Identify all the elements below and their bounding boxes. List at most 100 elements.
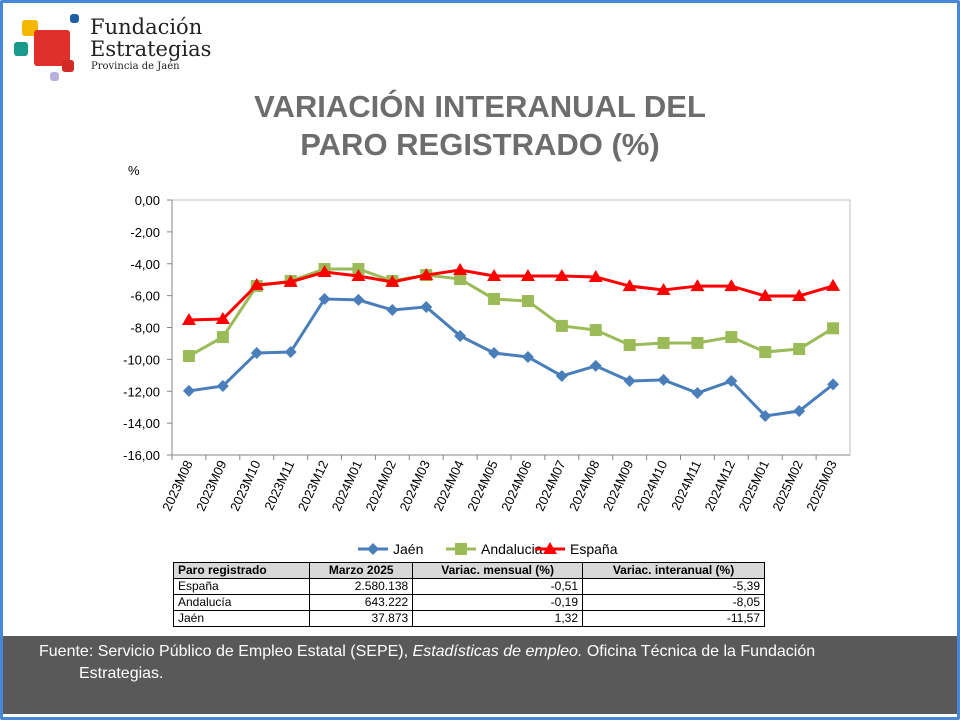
legend-label-jaen: Jaén (393, 541, 423, 557)
table-row: Jaén 37.873 1,32 -11,57 (172, 610, 765, 627)
y-tick-label: -2,00 (130, 225, 160, 240)
legend-marker-espana (543, 542, 557, 554)
data-point-jaen (827, 378, 840, 391)
footer-text: Fuente: Servicio Público de Empleo Estat… (39, 643, 413, 660)
y-tick-label: -6,00 (130, 289, 160, 304)
data-point-jaen (488, 347, 501, 359)
x-tick-label: 2025M01 (735, 458, 772, 513)
x-tick-label: 2023M12 (295, 458, 332, 513)
y-tick-label: 0,00 (135, 193, 160, 208)
x-tick-label: 2024M10 (634, 458, 671, 513)
data-point-jaen (250, 347, 263, 359)
x-tick-label: 2023M10 (227, 458, 264, 513)
table-cell: -0,51 (412, 578, 584, 595)
table-cell: -11,57 (582, 610, 765, 627)
table-cell: -8,05 (582, 594, 765, 611)
x-tick-label: 2023M09 (193, 458, 230, 513)
y-tick-label: -14,00 (123, 416, 160, 431)
y-axis-label: % (128, 163, 140, 178)
data-point-jaen (555, 369, 568, 382)
data-point-andalucia (352, 263, 365, 276)
y-tick-label: -16,00 (123, 448, 160, 463)
data-point-jaen (691, 387, 704, 400)
x-tick-label: 2024M06 (498, 458, 535, 513)
source-footer: Fuente: Servicio Público de Empleo Estat… (3, 636, 957, 714)
x-tick-label: 2024M08 (566, 458, 603, 513)
table-row: España 2.580.138 -0,51 -5,39 (172, 578, 765, 595)
x-tick-label: 2024M09 (600, 458, 637, 513)
y-tick-label: -10,00 (123, 352, 160, 367)
table-cell: -0,19 (412, 594, 584, 611)
title-line1: VARIACIÓN INTERANUAL DEL (254, 89, 706, 124)
data-point-andalucia (216, 331, 229, 344)
data-point-espana (826, 278, 841, 291)
table-header: Variac. mensual (%) (412, 562, 584, 579)
data-point-jaen (589, 359, 602, 372)
data-point-espana (283, 274, 298, 287)
data-point-andalucia (555, 319, 568, 332)
data-point-andalucia (521, 295, 534, 308)
data-point-espana (215, 312, 230, 325)
data-table: Paro registrado Marzo 2025 Variac. mensu… (172, 562, 765, 627)
data-point-espana (249, 277, 264, 290)
y-tick-label: -4,00 (130, 257, 160, 272)
table-header: Paro registrado (172, 562, 311, 579)
data-point-andalucia (725, 331, 738, 344)
data-point-andalucia (793, 343, 806, 356)
data-point-espana (758, 288, 773, 301)
y-tick-label: -8,00 (130, 321, 160, 336)
data-point-espana (317, 265, 332, 278)
footer-line2: Estrategias. (79, 665, 164, 682)
legend-marker-jaen (367, 543, 379, 555)
data-point-jaen (657, 373, 670, 386)
data-point-jaen (759, 409, 772, 422)
data-point-andalucia (454, 273, 467, 286)
series-line-jaen (188, 297, 834, 418)
data-point-jaen (352, 293, 365, 306)
data-point-andalucia (623, 339, 636, 352)
footer-italic: Estadísticas de empleo. (412, 643, 583, 660)
data-point-espana (656, 283, 671, 296)
series-line-espana (188, 268, 834, 322)
data-point-espana (351, 269, 366, 282)
table-cell: 37.873 (309, 610, 414, 627)
data-point-jaen (623, 375, 636, 388)
table-row: Andalucía 643.222 -0,19 -8,05 (172, 594, 765, 611)
data-point-jaen (454, 329, 467, 342)
logo: Fundación Estrategias Provincia de Jaén (12, 12, 212, 82)
x-tick-label: 2024M05 (464, 458, 501, 513)
data-point-espana (520, 269, 535, 282)
table-cell: 643.222 (309, 594, 414, 611)
legend-marker-andalucia (455, 543, 467, 555)
data-point-jaen (521, 350, 534, 363)
data-point-espana (724, 279, 739, 292)
x-tick-label: 2024M03 (396, 458, 433, 513)
data-point-jaen (420, 300, 433, 313)
legend-label-espana: España (570, 541, 618, 557)
x-tick-label: 2025M02 (769, 458, 806, 513)
table-header: Variac. interanual (%) (582, 562, 765, 579)
x-tick-label: 2023M08 (159, 458, 196, 513)
data-point-espana (554, 269, 569, 282)
data-point-espana (181, 313, 196, 326)
data-point-andalucia (589, 324, 602, 337)
data-point-espana (622, 279, 637, 292)
x-tick-label: 2024M11 (668, 458, 704, 513)
table-cell: -5,39 (582, 578, 765, 595)
data-point-andalucia (827, 322, 840, 335)
data-point-espana (487, 269, 502, 282)
data-point-espana (453, 262, 468, 275)
data-point-jaen (216, 379, 229, 392)
data-point-andalucia (488, 292, 501, 305)
table-cell: 2.580.138 (309, 578, 414, 595)
table-cell: Andalucía (172, 594, 311, 611)
footer-text: Oficina Técnica de la Fundación (582, 643, 816, 660)
x-tick-label: 2023M11 (261, 458, 297, 513)
data-point-andalucia (182, 350, 195, 363)
data-point-jaen (386, 303, 399, 316)
y-tick-label: -12,00 (123, 384, 160, 399)
x-tick-label: 2024M07 (532, 458, 569, 513)
x-tick-label: 2024M12 (702, 458, 739, 513)
table-header: Marzo 2025 (309, 562, 414, 579)
